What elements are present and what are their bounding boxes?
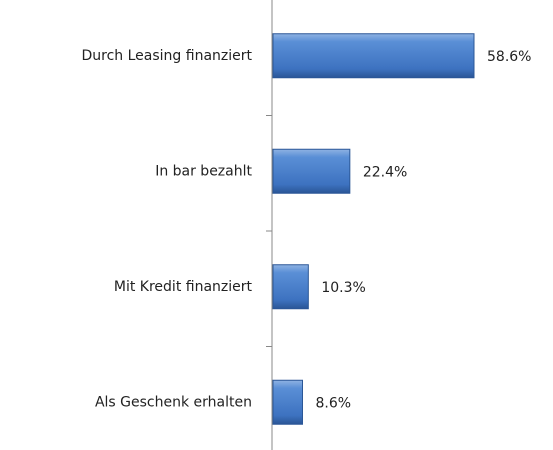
- bar: [272, 264, 309, 310]
- category-label: Mit Kredit finanziert: [114, 279, 253, 295]
- value-label: 22.4%: [363, 164, 407, 180]
- value-label: 8.6%: [315, 395, 351, 411]
- value-label: 10.3%: [321, 280, 365, 296]
- bar: [272, 148, 351, 194]
- category-label: In bar bezahlt: [155, 163, 252, 179]
- bar: [272, 33, 475, 79]
- category-label: Als Geschenk erhalten: [95, 394, 252, 410]
- bar: [272, 379, 303, 425]
- value-label: 58.6%: [487, 49, 531, 65]
- category-label: Durch Leasing finanziert: [81, 48, 252, 64]
